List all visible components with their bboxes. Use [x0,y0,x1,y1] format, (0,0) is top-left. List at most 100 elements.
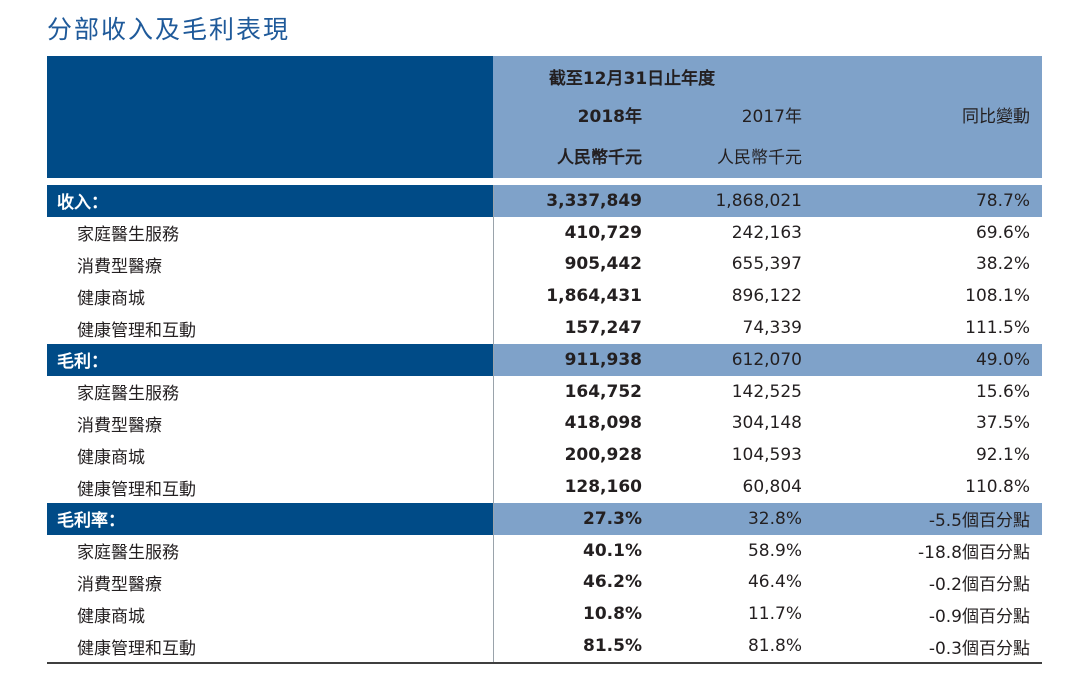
value-2017: 612,070 [731,349,802,370]
value-2018: 410,729 [564,222,642,243]
value-2017: 81.8% [747,636,802,657]
value-2018: 911,938 [564,349,642,370]
section-values: 3,337,849 1,868,021 78.7% [493,185,1042,217]
value-yoy: -0.9個百分點 [928,606,1030,627]
header-label-cell [47,56,493,178]
unit-2018: 人民幣千元 [557,148,642,168]
row-values: 200,928 104,593 92.1% [493,439,1042,471]
row-values: 418,098 304,148 37.5% [493,408,1042,440]
section-row: 毛利率： 27.3% 32.8% -5.5個百分點 [47,502,1042,535]
value-2017: 58.9% [747,540,802,561]
value-yoy: 92.1% [975,445,1030,466]
row-values: 81.5% 81.8% -0.3個百分點 [493,630,1042,662]
row-values: 905,442 655,397 38.2% [493,249,1042,281]
value-2018: 3,337,849 [546,190,642,211]
row-values: 164,752 142,525 15.6% [493,376,1042,408]
row-label: 家庭醫生服務 [77,543,179,564]
table-row: 家庭醫生服務 164,752 142,525 15.6% [47,376,1042,408]
value-yoy: 78.7% [975,190,1030,211]
value-2017: 304,148 [731,413,802,434]
row-values: 40.1% 58.9% -18.8個百分點 [493,535,1042,567]
table-bottom-rule [47,661,1042,664]
table-row: 消費型醫療 46.2% 46.4% -0.2個百分點 [47,567,1042,599]
value-2018: 40.1% [583,540,642,561]
value-2018: 128,160 [564,477,642,498]
value-yoy: 110.8% [965,477,1030,498]
value-2018: 164,752 [564,381,642,402]
value-2018: 46.2% [583,572,642,593]
table-row: 家庭醫生服務 40.1% 58.9% -18.8個百分點 [47,535,1042,567]
value-2017: 142,525 [731,381,802,402]
value-2018: 10.8% [583,604,642,625]
table-row: 家庭醫生服務 410,729 242,163 69.6% [47,217,1042,249]
table-row: 健康管理和互動 157,247 74,339 111.5% [47,312,1042,344]
value-yoy: -18.8個百分點 [918,543,1030,564]
row-label: 消費型醫療 [77,574,162,595]
row-label: 家庭醫生服務 [77,384,179,405]
value-yoy: 108.1% [965,286,1030,307]
row-label: 消費型醫療 [77,256,162,277]
row-label: 健康管理和互動 [77,320,196,341]
value-yoy: 69.6% [975,222,1030,243]
table-row: 健康管理和互動 128,160 60,804 110.8% [47,471,1042,503]
value-2017: 104,593 [731,445,802,466]
value-yoy: 37.5% [975,413,1030,434]
unit-2017: 人民幣千元 [717,148,802,168]
table-row: 健康管理和互動 81.5% 81.8% -0.3個百分點 [47,630,1042,662]
value-2018: 1,864,431 [546,286,642,307]
row-label: 消費型醫療 [77,415,162,436]
value-yoy: -0.2個百分點 [928,574,1030,595]
value-2017: 655,397 [731,254,802,275]
row-label: 健康管理和互動 [77,638,196,659]
value-2017: 46.4% [747,572,802,593]
value-2017: 32.8% [747,508,802,529]
value-2017: 1,868,021 [715,190,802,211]
value-2018: 418,098 [564,413,642,434]
column-divider [493,185,494,662]
table-body: 收入： 3,337,849 1,868,021 78.7% 家庭醫生服務 410,729 2… [47,185,1042,662]
table-row: 健康商城 1,864,431 896,122 108.1% [47,280,1042,312]
table-row: 消費型醫療 905,442 655,397 38.2% [47,249,1042,281]
value-2017: 242,163 [731,222,802,243]
table-row: 健康商城 10.8% 11.7% -0.9個百分點 [47,598,1042,630]
section-row: 毛利： 911,938 612,070 49.0% [47,343,1042,376]
page-title: 分部收入及毛利表現 [47,15,291,44]
row-values: 410,729 242,163 69.6% [493,217,1042,249]
row-label: 健康商城 [77,288,145,309]
table-row: 健康商城 200,928 104,593 92.1% [47,439,1042,471]
header-values-cell: 截至12月31日止年度 2018年 2017年 同比變動 人民幣千元 人民幣千元 [493,56,1042,178]
row-values: 128,160 60,804 110.8% [493,471,1042,503]
value-yoy: 38.2% [975,254,1030,275]
value-2017: 60,804 [742,477,802,498]
column-yoy: 同比變動 [962,107,1030,127]
header-gap [47,178,1042,185]
value-2017: 74,339 [742,318,802,339]
value-2018: 905,442 [564,254,642,275]
table-row: 消費型醫療 418,098 304,148 37.5% [47,408,1042,440]
value-2018: 157,247 [564,318,642,339]
column-2018: 2018年 [577,107,642,127]
section-values: 27.3% 32.8% -5.5個百分點 [493,502,1042,535]
period-caption: 截至12月31日止年度 [548,69,716,89]
column-2017: 2017年 [741,107,802,127]
value-yoy: 49.0% [975,349,1030,370]
row-label: 健康管理和互動 [77,479,196,500]
section-values: 911,938 612,070 49.0% [493,343,1042,376]
section-label: 毛利率： [47,502,493,535]
section-row: 收入： 3,337,849 1,868,021 78.7% [47,185,1042,217]
section-label: 毛利： [47,343,493,376]
value-yoy: 111.5% [965,318,1030,339]
segment-table: 截至12月31日止年度 2018年 2017年 同比變動 人民幣千元 人民幣千元… [47,56,1042,664]
value-2017: 11.7% [747,604,802,625]
value-2018: 27.3% [583,508,642,529]
section-label: 收入： [47,185,493,217]
value-2018: 81.5% [583,636,642,657]
row-values: 1,864,431 896,122 108.1% [493,280,1042,312]
row-values: 157,247 74,339 111.5% [493,312,1042,344]
row-values: 46.2% 46.4% -0.2個百分點 [493,567,1042,599]
value-2017: 896,122 [731,286,802,307]
table-header: 截至12月31日止年度 2018年 2017年 同比變動 人民幣千元 人民幣千元 [47,56,1042,178]
value-yoy: -5.5個百分點 [928,511,1030,532]
row-label: 家庭醫生服務 [77,225,179,246]
value-2018: 200,928 [564,445,642,466]
